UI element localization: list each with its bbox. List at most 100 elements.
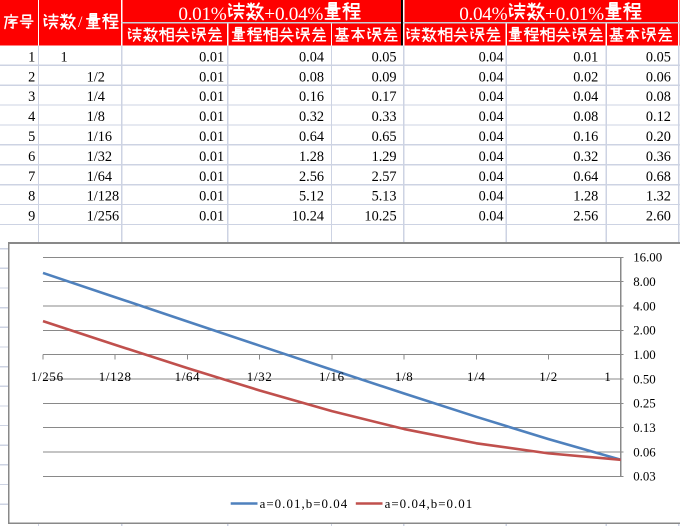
svg-text:1/256: 1/256	[87, 209, 120, 225]
svg-text:0.04: 0.04	[479, 169, 504, 185]
svg-text:9: 9	[28, 209, 35, 225]
svg-text:1/64: 1/64	[87, 169, 112, 185]
svg-text:0.04: 0.04	[573, 89, 598, 105]
svg-text:10.24: 10.24	[292, 209, 324, 225]
svg-text:0.01: 0.01	[573, 49, 598, 65]
svg-text:0.01: 0.01	[199, 69, 224, 85]
svg-text:6: 6	[28, 149, 35, 165]
svg-text:0.01%: 0.01%	[178, 4, 226, 25]
svg-text:2.57: 2.57	[372, 169, 397, 185]
svg-text:0.04: 0.04	[479, 69, 504, 85]
svg-text:0.01: 0.01	[199, 149, 224, 165]
svg-text:0.01: 0.01	[199, 169, 224, 185]
svg-text:0.01: 0.01	[199, 89, 224, 105]
svg-text:1: 1	[604, 370, 611, 384]
svg-text:4.00: 4.00	[633, 299, 656, 313]
svg-text:0.08: 0.08	[646, 89, 671, 105]
svg-text:1/32: 1/32	[87, 149, 112, 165]
svg-text:0.36: 0.36	[646, 149, 671, 165]
svg-text:2.60: 2.60	[646, 209, 671, 225]
svg-text:1/2: 1/2	[87, 69, 105, 85]
svg-text:0.03: 0.03	[633, 470, 656, 484]
svg-text:5.12: 5.12	[299, 189, 324, 205]
svg-text:1/4: 1/4	[87, 89, 105, 105]
svg-text:5: 5	[28, 129, 35, 145]
svg-text:0.08: 0.08	[573, 109, 598, 125]
svg-text:0.17: 0.17	[372, 89, 397, 105]
svg-text:0.05: 0.05	[646, 49, 671, 65]
svg-text:1/64: 1/64	[175, 370, 201, 384]
svg-text:8.00: 8.00	[633, 275, 656, 289]
svg-text:0.12: 0.12	[646, 109, 671, 125]
svg-text:0.50: 0.50	[633, 372, 656, 386]
svg-text:1/128: 1/128	[87, 189, 120, 205]
svg-text:1/32: 1/32	[247, 370, 273, 384]
svg-text:2: 2	[28, 69, 35, 85]
svg-text:0.32: 0.32	[299, 109, 324, 125]
svg-text:0.01: 0.01	[199, 49, 224, 65]
svg-text:0.64: 0.64	[299, 129, 324, 145]
svg-text:1: 1	[28, 49, 35, 65]
svg-text:3: 3	[28, 89, 35, 105]
svg-text:0.04: 0.04	[479, 89, 504, 105]
svg-text:0.01%: 0.01%	[556, 4, 604, 25]
svg-text:0.04%: 0.04%	[459, 4, 507, 25]
svg-text:1/256: 1/256	[31, 370, 64, 384]
svg-text:0.65: 0.65	[372, 129, 397, 145]
svg-text:0.68: 0.68	[646, 169, 671, 185]
svg-text:0.04: 0.04	[479, 109, 504, 125]
svg-text:0.01: 0.01	[199, 189, 224, 205]
svg-text:8: 8	[28, 189, 35, 205]
svg-text:16.00: 16.00	[633, 251, 662, 265]
svg-text:0.01: 0.01	[199, 129, 224, 145]
svg-text:1.28: 1.28	[299, 149, 324, 165]
svg-text:/: /	[78, 14, 83, 31]
svg-text:2.00: 2.00	[633, 324, 656, 338]
svg-text:0.16: 0.16	[299, 89, 324, 105]
svg-text:0.06: 0.06	[633, 445, 656, 459]
svg-text:0.04: 0.04	[299, 49, 324, 65]
svg-text:0.06: 0.06	[646, 69, 671, 85]
svg-text:10.25: 10.25	[364, 209, 396, 225]
svg-text:1.32: 1.32	[646, 189, 671, 205]
svg-text:5.13: 5.13	[372, 189, 397, 205]
svg-text:+: +	[545, 4, 556, 25]
svg-text:1/8: 1/8	[87, 109, 105, 125]
svg-text:0.08: 0.08	[299, 69, 324, 85]
svg-text:0.01: 0.01	[199, 209, 224, 225]
svg-text:1: 1	[61, 49, 68, 65]
svg-text:1/16: 1/16	[87, 129, 112, 145]
svg-text:+: +	[264, 4, 275, 25]
svg-text:a=0.04,b=0.01: a=0.04,b=0.01	[385, 497, 474, 511]
svg-text:1/128: 1/128	[99, 370, 132, 384]
svg-text:a=0.01,b=0.04: a=0.01,b=0.04	[260, 497, 349, 511]
svg-text:0.04: 0.04	[479, 189, 504, 205]
svg-text:1.28: 1.28	[573, 189, 598, 205]
svg-text:1/8: 1/8	[395, 370, 414, 384]
svg-text:0.01: 0.01	[199, 109, 224, 125]
svg-text:1/16: 1/16	[319, 370, 345, 384]
svg-text:7: 7	[28, 169, 35, 185]
svg-text:0.02: 0.02	[573, 69, 598, 85]
svg-text:0.04: 0.04	[479, 129, 504, 145]
svg-text:2.56: 2.56	[299, 169, 324, 185]
svg-text:2.56: 2.56	[573, 209, 598, 225]
svg-text:0.04: 0.04	[479, 209, 504, 225]
svg-text:0.05: 0.05	[372, 49, 397, 65]
svg-text:0.64: 0.64	[573, 169, 598, 185]
svg-text:0.25: 0.25	[633, 397, 656, 411]
svg-text:1/4: 1/4	[467, 370, 486, 384]
svg-text:1.00: 1.00	[633, 348, 656, 362]
svg-text:1/2: 1/2	[539, 370, 558, 384]
svg-text:0.20: 0.20	[646, 129, 671, 145]
svg-text:0.09: 0.09	[372, 69, 397, 85]
svg-text:0.04: 0.04	[479, 49, 504, 65]
svg-text:1.29: 1.29	[372, 149, 397, 165]
svg-text:0.16: 0.16	[573, 129, 598, 145]
svg-text:0.32: 0.32	[573, 149, 598, 165]
svg-text:0.04%: 0.04%	[275, 4, 323, 25]
svg-text:0.04: 0.04	[479, 149, 504, 165]
svg-text:4: 4	[28, 109, 35, 125]
svg-text:0.33: 0.33	[372, 109, 397, 125]
svg-text:0.13: 0.13	[633, 421, 656, 435]
